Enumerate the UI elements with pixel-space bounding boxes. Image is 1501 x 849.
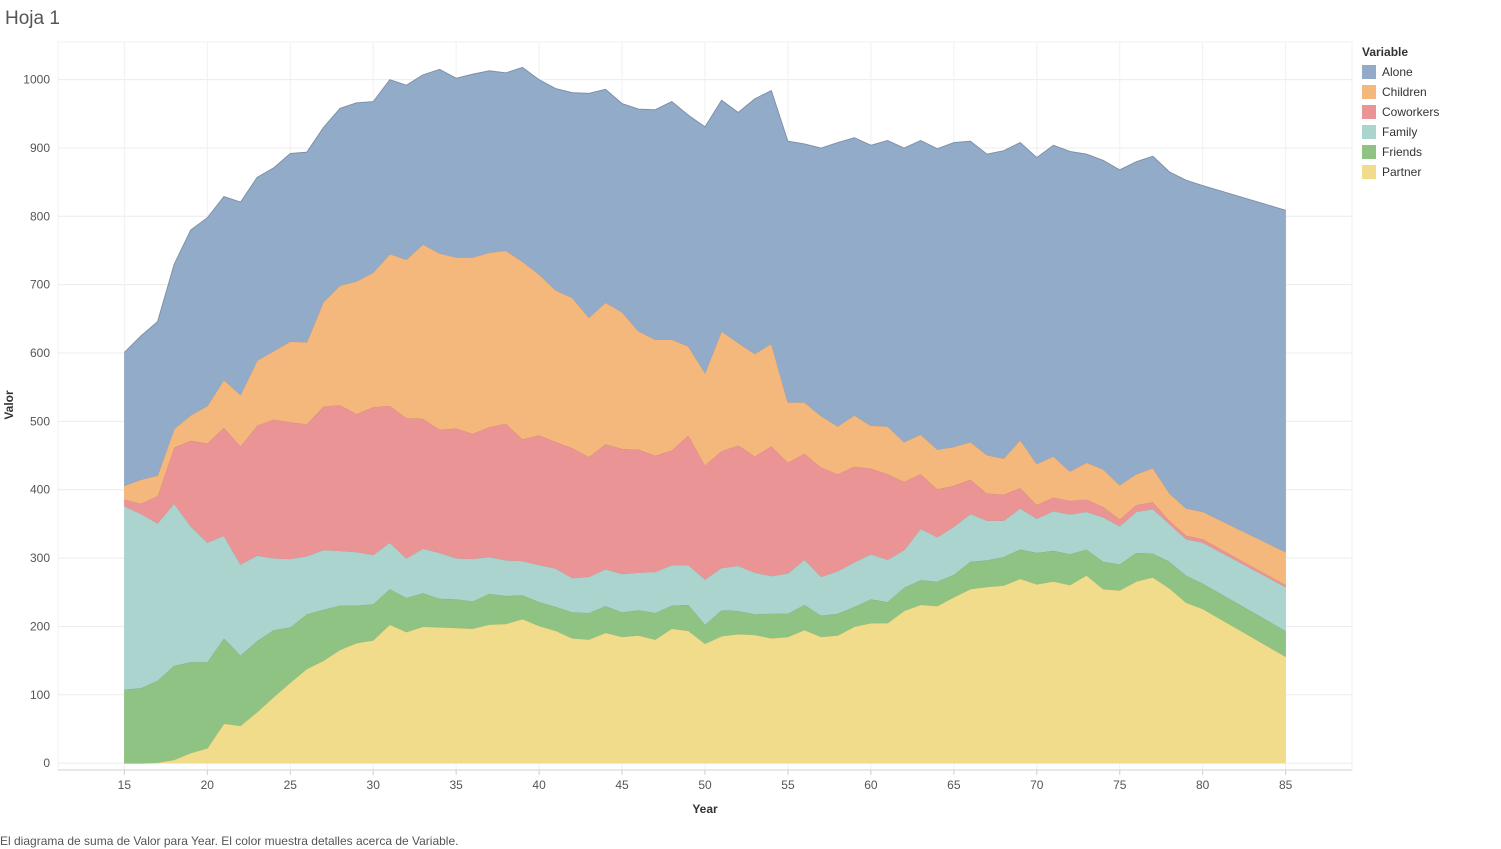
legend-label-alone: Alone	[1382, 65, 1413, 79]
legend-item-partner[interactable]: Partner	[1362, 162, 1439, 182]
legend-label-children: Children	[1382, 85, 1427, 99]
y-axis-title: Valor	[2, 390, 16, 420]
x-tick-label: 75	[1113, 778, 1127, 792]
legend-swatch-partner	[1362, 165, 1376, 179]
area-series	[124, 66, 1286, 764]
x-tick-label: 35	[449, 778, 463, 792]
legend-label-family: Family	[1382, 125, 1418, 139]
legend-item-family[interactable]: Family	[1362, 122, 1439, 142]
legend-swatch-coworkers	[1362, 105, 1376, 119]
legend: Variable Alone Children Coworkers Family Fri…	[1362, 45, 1439, 182]
y-tick-label: 800	[30, 209, 50, 223]
x-tick-label: 45	[615, 778, 629, 792]
x-tick-label: 15	[118, 778, 132, 792]
legend-item-children[interactable]: Children	[1362, 82, 1439, 102]
y-tick-label: 200	[30, 619, 50, 633]
x-tick-label: 40	[532, 778, 546, 792]
legend-swatch-children	[1362, 85, 1376, 99]
x-axis-title: Year	[692, 802, 718, 816]
sheet-title: Hoja 1	[5, 8, 60, 29]
x-tick-label: 65	[947, 778, 961, 792]
legend-label-coworkers: Coworkers	[1382, 105, 1440, 119]
x-tick-label: 70	[1030, 778, 1044, 792]
legend-label-friends: Friends	[1382, 145, 1423, 159]
legend-label-partner: Partner	[1382, 165, 1422, 179]
y-tick-label: 1000	[23, 73, 50, 87]
y-tick-label: 900	[30, 141, 50, 155]
legend-swatch-family	[1362, 125, 1376, 139]
x-tick-label: 50	[698, 778, 712, 792]
chart-caption: El diagrama de suma de Valor para Year. …	[0, 834, 459, 848]
y-tick-label: 0	[43, 756, 50, 770]
x-tick-label: 85	[1279, 778, 1293, 792]
y-tick-label: 100	[30, 688, 50, 702]
area-edge-alone	[124, 66, 1286, 353]
legend-swatch-friends	[1362, 145, 1376, 159]
y-tick-label: 400	[30, 483, 50, 497]
legend-title: Variable	[1362, 45, 1409, 59]
y-tick-label: 300	[30, 551, 50, 565]
x-tick-label: 80	[1196, 778, 1210, 792]
y-tick-label: 600	[30, 346, 50, 360]
x-tick-label: 20	[201, 778, 215, 792]
x-tick-label: 25	[284, 778, 298, 792]
legend-swatch-alone	[1362, 65, 1376, 79]
legend-item-coworkers[interactable]: Coworkers	[1362, 102, 1439, 122]
axes: 0 100 200 300 400 500 600 700 800 900 1000 15 20 25 30…	[23, 73, 1352, 792]
legend-item-alone[interactable]: Alone	[1362, 62, 1439, 82]
y-tick-label: 500	[30, 414, 50, 428]
legend-items: Alone Children Coworkers Family Friends Partn…	[1362, 62, 1439, 182]
area-alone	[124, 66, 1286, 553]
y-tick-label: 700	[30, 278, 50, 292]
x-tick-label: 55	[781, 778, 795, 792]
legend-item-friends[interactable]: Friends	[1362, 142, 1439, 162]
x-tick-label: 30	[367, 778, 381, 792]
x-tick-label: 60	[864, 778, 878, 792]
